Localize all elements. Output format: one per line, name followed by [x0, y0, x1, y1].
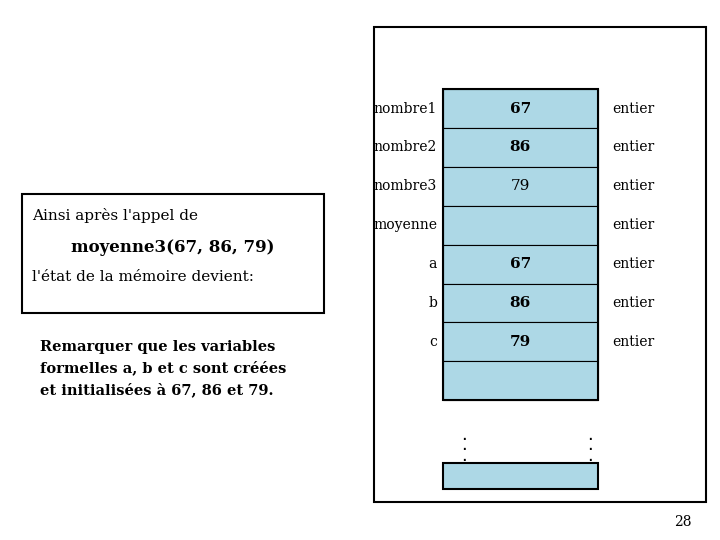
Text: .: .	[588, 436, 593, 455]
Bar	[443, 206, 598, 245]
Text: 86: 86	[510, 140, 531, 154]
Text: .: .	[462, 447, 467, 465]
Text: .: .	[588, 426, 593, 444]
Bar	[443, 322, 598, 361]
Text: .: .	[588, 447, 593, 465]
Text: nombre3: nombre3	[374, 179, 437, 193]
Text: 86: 86	[510, 296, 531, 310]
Text: 28: 28	[674, 515, 691, 529]
Text: entier: entier	[613, 257, 655, 271]
Text: .: .	[462, 436, 467, 455]
Text: 67: 67	[510, 257, 531, 271]
Text: 79: 79	[510, 179, 530, 193]
Text: .: .	[462, 426, 467, 444]
Text: moyenne3(67, 86, 79): moyenne3(67, 86, 79)	[71, 239, 274, 255]
Bar	[443, 284, 598, 322]
Bar	[22, 194, 324, 313]
Text: entier: entier	[613, 296, 655, 310]
Text: entier: entier	[613, 335, 655, 349]
Text: l'état de la mémoire devient:: l'état de la mémoire devient:	[32, 270, 254, 284]
Bar	[443, 361, 598, 400]
Text: a: a	[428, 257, 437, 271]
Text: nombre1: nombre1	[374, 102, 437, 116]
Bar	[443, 89, 598, 400]
Text: Ainsi après l'appel de: Ainsi après l'appel de	[32, 208, 199, 223]
Text: Remarquer que les variables
formelles a, b et c sont créées
et initialisées à 67: Remarquer que les variables formelles a,…	[40, 340, 286, 397]
Text: 79: 79	[510, 335, 531, 349]
Text: c: c	[429, 335, 437, 349]
Text: entier: entier	[613, 140, 655, 154]
Text: entier: entier	[613, 179, 655, 193]
Text: 67: 67	[510, 102, 531, 116]
Text: entier: entier	[613, 102, 655, 116]
Bar	[443, 463, 598, 489]
Bar	[374, 27, 706, 502]
Text: nombre2: nombre2	[374, 140, 437, 154]
Bar	[443, 245, 598, 284]
Text: moyenne: moyenne	[373, 218, 437, 232]
Bar	[443, 89, 598, 128]
Bar	[443, 128, 598, 167]
Text: entier: entier	[613, 218, 655, 232]
Text: b: b	[428, 296, 437, 310]
Bar	[443, 167, 598, 206]
